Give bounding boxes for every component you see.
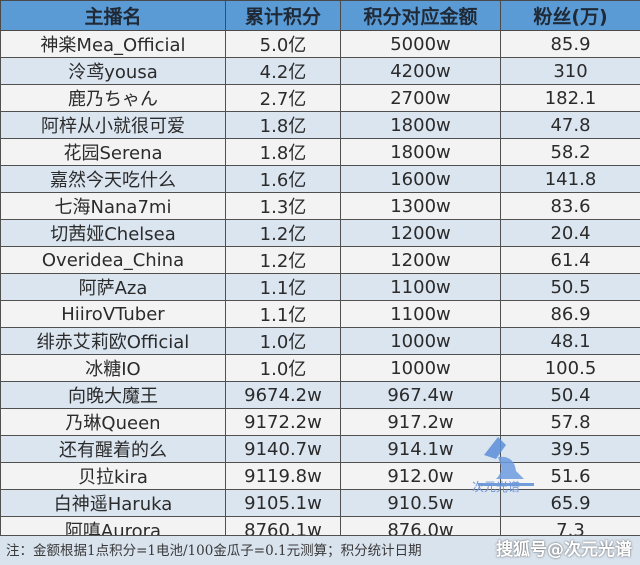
cell-points: 4.2亿 [225, 57, 341, 85]
cell-fans: 141.8 [500, 165, 640, 193]
cell-fans: 85.9 [500, 30, 640, 58]
cell-points: 1.8亿 [225, 111, 341, 139]
cell-fans: 100.5 [500, 354, 640, 382]
cell-fans: 61.4 [500, 246, 640, 274]
ranking-table: 主播名 累计积分 积分对应金额 粉丝(万) 神楽Mea_Official 5.0亿… [0, 0, 640, 544]
cell-fans: 39.5 [500, 435, 640, 463]
cell-amount: 1100w [340, 273, 501, 301]
cell-fans: 20.4 [500, 219, 640, 247]
cell-fans: 58.2 [500, 138, 640, 166]
cell-streamer: 阿萨Aza [0, 273, 226, 301]
cell-streamer: 还有醒着的么 [0, 435, 226, 463]
cell-points: 9119.8w [225, 462, 341, 490]
cell-fans: 86.9 [500, 300, 640, 328]
cell-fans: 310 [500, 57, 640, 85]
table-row: Overidea_China 1.2亿 1200w 61.4 [0, 246, 640, 274]
table-row: 切茜娅Chelsea 1.2亿 1200w 20.4 [0, 219, 640, 247]
cell-amount: 1200w [340, 219, 501, 247]
cell-streamer: 鹿乃ちゃん [0, 84, 226, 112]
table-row: 嘉然今天吃什么 1.6亿 1600w 141.8 [0, 165, 640, 193]
cell-points: 5.0亿 [225, 30, 341, 58]
cell-amount: 1000w [340, 327, 501, 355]
cell-streamer: HiiroVTuber [0, 300, 226, 328]
cell-streamer: 贝拉kira [0, 462, 226, 490]
cell-streamer: 白神遥Haruka [0, 489, 226, 517]
header-amount: 积分对应金额 [340, 0, 501, 31]
cell-fans: 50.5 [500, 273, 640, 301]
header-streamer: 主播名 [0, 0, 226, 31]
cell-points: 9172.2w [225, 408, 341, 436]
footer-note: 注：金额根据1点积分=1电池/100金瓜子=0.1元测算；积分统计日期 [0, 535, 640, 565]
table-row: HiiroVTuber 1.1亿 1100w 86.9 [0, 300, 640, 328]
table-row: 还有醒着的么 9140.7w 914.1w 39.5 [0, 435, 640, 463]
cell-fans: 182.1 [500, 84, 640, 112]
cell-streamer: 乃琳Queen [0, 408, 226, 436]
table-row: 花园Serena 1.8亿 1800w 58.2 [0, 138, 640, 166]
table-row: 向晚大魔王 9674.2w 967.4w 50.4 [0, 381, 640, 409]
table-row: 神楽Mea_Official 5.0亿 5000w 85.9 [0, 30, 640, 58]
cell-amount: 910.5w [340, 489, 501, 517]
cell-streamer: 切茜娅Chelsea [0, 219, 226, 247]
cell-points: 1.8亿 [225, 138, 341, 166]
cell-points: 1.3亿 [225, 192, 341, 220]
cell-points: 9105.1w [225, 489, 341, 517]
table-row: 阿萨Aza 1.1亿 1100w 50.5 [0, 273, 640, 301]
cell-amount: 1100w [340, 300, 501, 328]
cell-points: 1.0亿 [225, 327, 341, 355]
cell-amount: 1000w [340, 354, 501, 382]
cell-points: 9140.7w [225, 435, 341, 463]
cell-points: 1.2亿 [225, 246, 341, 274]
cell-points: 1.6亿 [225, 165, 341, 193]
cell-amount: 1200w [340, 246, 501, 274]
cell-fans: 47.8 [500, 111, 640, 139]
cell-points: 2.7亿 [225, 84, 341, 112]
cell-streamer: 向晚大魔王 [0, 381, 226, 409]
cell-points: 1.2亿 [225, 219, 341, 247]
table-row: 白神遥Haruka 9105.1w 910.5w 65.9 [0, 489, 640, 517]
table-row: 绯赤艾莉欧Official 1.0亿 1000w 48.1 [0, 327, 640, 355]
cell-streamer: 七海Nana7mi [0, 192, 226, 220]
cell-fans: 50.4 [500, 381, 640, 409]
header-points: 累计积分 [225, 0, 341, 31]
cell-streamer: Overidea_China [0, 246, 226, 274]
cell-amount: 1800w [340, 138, 501, 166]
cell-amount: 2700w [340, 84, 501, 112]
table-row: 乃琳Queen 9172.2w 917.2w 57.8 [0, 408, 640, 436]
table-row: 阿梓从小就很可爱 1.8亿 1800w 47.8 [0, 111, 640, 139]
cell-fans: 83.6 [500, 192, 640, 220]
cell-streamer: 绯赤艾莉欧Official [0, 327, 226, 355]
cell-streamer: 神楽Mea_Official [0, 30, 226, 58]
cell-amount: 1800w [340, 111, 501, 139]
cell-streamer: 嘉然今天吃什么 [0, 165, 226, 193]
cell-amount: 4200w [340, 57, 501, 85]
cell-points: 1.1亿 [225, 300, 341, 328]
cell-points: 1.1亿 [225, 273, 341, 301]
cell-amount: 5000w [340, 30, 501, 58]
table-row: 七海Nana7mi 1.3亿 1300w 83.6 [0, 192, 640, 220]
cell-fans: 48.1 [500, 327, 640, 355]
cell-streamer: 泠鸢yousa [0, 57, 226, 85]
table-row: 泠鸢yousa 4.2亿 4200w 310 [0, 57, 640, 85]
table-row: 贝拉kira 9119.8w 912.0w 51.6 [0, 462, 640, 490]
cell-points: 9674.2w [225, 381, 341, 409]
watermark-brand: 搜狐号@次元光谱 [496, 540, 632, 560]
cell-amount: 1300w [340, 192, 501, 220]
cell-points: 1.0亿 [225, 354, 341, 382]
header-fans: 粉丝(万) [500, 0, 640, 31]
cell-streamer: 花园Serena [0, 138, 226, 166]
table-row: 鹿乃ちゃん 2.7亿 2700w 182.1 [0, 84, 640, 112]
cell-fans: 65.9 [500, 489, 640, 517]
cell-amount: 917.2w [340, 408, 501, 436]
cell-amount: 912.0w [340, 462, 501, 490]
lamp-logo-icon [478, 437, 534, 486]
cell-amount: 967.4w [340, 381, 501, 409]
cell-streamer: 冰糖IO [0, 354, 226, 382]
header-row: 主播名 累计积分 积分对应金额 粉丝(万) [0, 0, 640, 31]
table-row: 冰糖IO 1.0亿 1000w 100.5 [0, 354, 640, 382]
cell-amount: 1600w [340, 165, 501, 193]
watermark-logo-text: 次元光谱 [472, 480, 521, 494]
cell-streamer: 阿梓从小就很可爱 [0, 111, 226, 139]
